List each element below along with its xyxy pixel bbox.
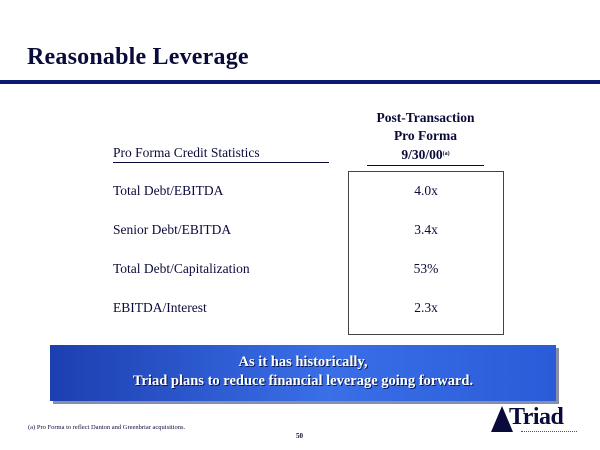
header-line-post-transaction: Post-Transaction <box>376 110 475 125</box>
row-label-total-debt-capitalization: Total Debt/Capitalization <box>113 261 250 276</box>
row-label-senior-debt-ebitda: Senior Debt/EBITDA <box>113 222 232 237</box>
header-line-pro-forma: Pro Forma <box>393 128 458 143</box>
header-footnote-marker: (a) <box>442 151 450 157</box>
triangle-logo-icon <box>491 406 513 432</box>
slide-title: Reasonable Leverage <box>27 44 249 70</box>
row-value-total-debt-capitalization: 53% <box>413 261 439 276</box>
row-value-total-debt-ebitda: 4.0x <box>414 183 438 198</box>
header-line-date: 9/30/00(a) <box>367 145 484 164</box>
row-value-ebitda-interest: 2.3x <box>414 300 438 315</box>
values-box <box>348 171 504 335</box>
callout-banner: As it has historically, Triad plans to r… <box>50 345 556 401</box>
logo-tagline-rule <box>521 431 577 435</box>
column-header-pro-forma: Post-Transaction Pro Forma 9/30/00(a) <box>367 109 484 166</box>
row-label-ebitda-interest: EBITDA/Interest <box>113 300 207 315</box>
footnote: (a) Pro Forma to reflect Danton and Gree… <box>28 424 186 431</box>
column-header-statistics: Pro Forma Credit Statistics <box>113 145 329 163</box>
banner-line-1: As it has historically, <box>238 354 368 370</box>
header-date: 9/30/00 <box>401 147 443 162</box>
company-logo: Triad <box>491 404 581 438</box>
logo-wordmark: Triad <box>509 404 564 430</box>
page-number: 50 <box>296 432 303 440</box>
row-value-senior-debt-ebitda: 3.4x <box>414 222 438 237</box>
row-label-total-debt-ebitda: Total Debt/EBITDA <box>113 183 224 198</box>
banner-line-2: Triad plans to reduce financial leverage… <box>132 373 474 389</box>
title-divider <box>0 80 600 84</box>
